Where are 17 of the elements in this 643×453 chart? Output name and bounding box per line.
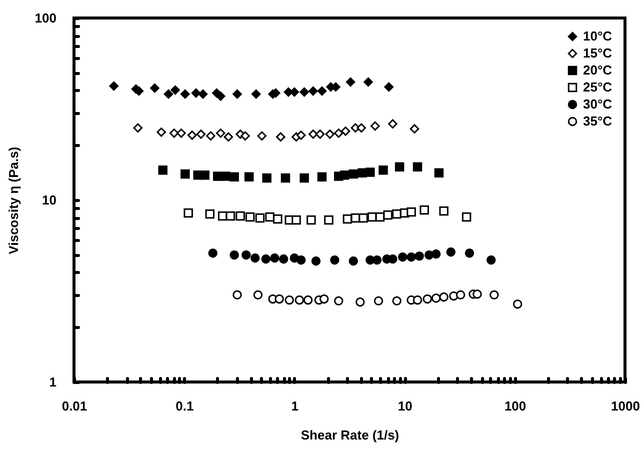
legend-label: 35°C (583, 114, 613, 128)
legend-label: 25°C (583, 80, 613, 94)
legend-label: 30°C (583, 96, 613, 112)
y-tick-label: 100 (34, 10, 56, 26)
x-tick-label: 100 (504, 398, 526, 414)
x-tick-label: 10 (398, 398, 412, 414)
y-tick-label: 1 (49, 374, 56, 390)
x-tick-label: 1000 (611, 398, 640, 414)
legend-label: 10°C (583, 28, 613, 44)
x-tick-label: 0.1 (176, 398, 194, 414)
y-tick-label: 10 (42, 192, 56, 208)
x-tick-label: 1 (291, 398, 299, 414)
x-axis-title: Shear Rate (1/s) (300, 428, 400, 442)
legend-label: 20°C (583, 62, 613, 78)
x-tick-label: 0.01 (62, 398, 88, 414)
y-axis-title: Viscosity η (Pa.s) (6, 146, 21, 254)
legend-label: 15°C (583, 46, 613, 60)
